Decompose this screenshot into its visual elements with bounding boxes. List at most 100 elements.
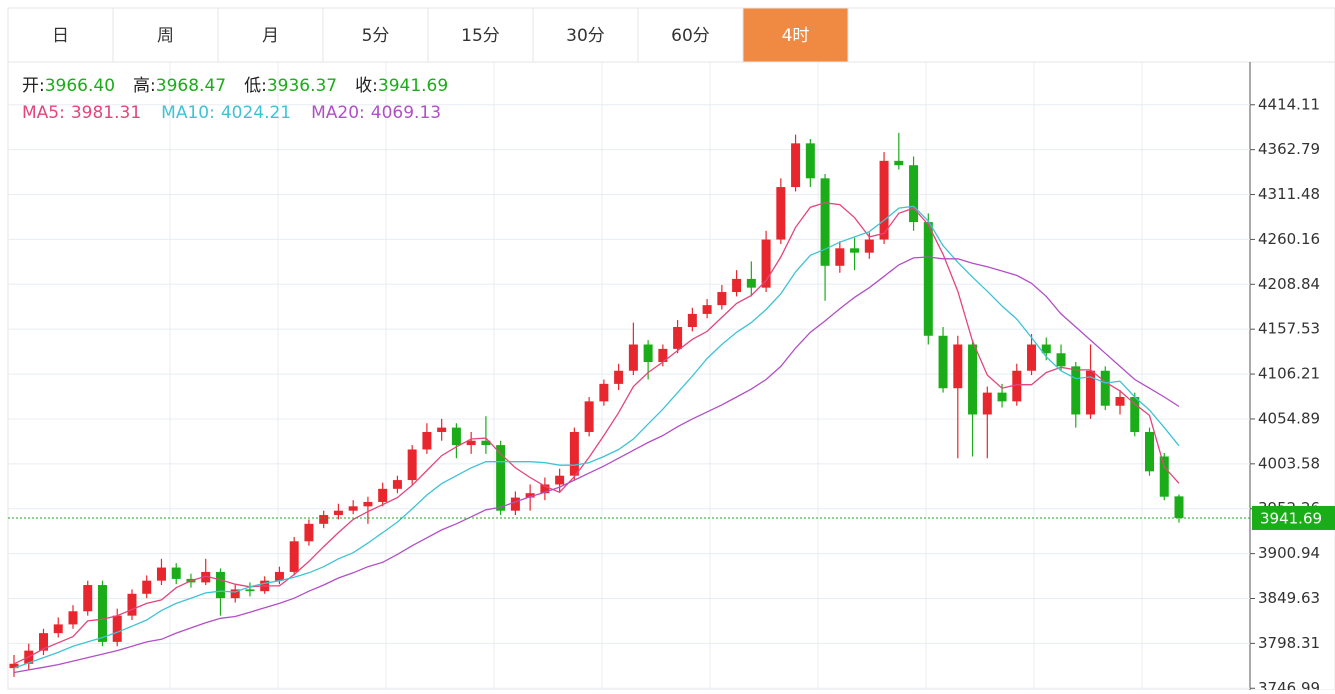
last-price-label: 3941.69	[1260, 509, 1322, 527]
candle-body	[1145, 431, 1155, 472]
candle-body	[68, 611, 78, 625]
candle-body	[112, 615, 122, 642]
candle-body	[540, 484, 550, 494]
candle-body	[1115, 396, 1125, 406]
candle-body	[38, 633, 48, 651]
y-tick-label: 3746.99	[1258, 679, 1320, 690]
candle-body	[525, 493, 535, 498]
legend-name: MA20:	[311, 103, 365, 123]
candle-body	[1174, 496, 1184, 518]
y-tick-label: 4260.16	[1258, 230, 1320, 248]
candle-body	[333, 510, 343, 516]
candle-body	[363, 501, 373, 507]
candle-body	[230, 589, 240, 599]
candle-body	[894, 160, 904, 166]
summary-value: 3941.69	[378, 76, 448, 96]
candle-body	[1100, 370, 1110, 406]
candle-body	[304, 523, 314, 542]
candle-body	[215, 571, 225, 599]
candle-body	[599, 383, 609, 402]
candle-body	[1041, 344, 1051, 354]
y-tick-label: 4311.48	[1258, 185, 1320, 203]
tab-label[interactable]: 月	[262, 26, 279, 46]
candle-body	[968, 344, 978, 415]
candle-body	[982, 392, 992, 415]
candle-body	[1159, 456, 1169, 497]
candle-body	[761, 239, 771, 288]
candle-body	[850, 248, 860, 253]
candle-body	[687, 313, 697, 328]
summary-value: 3966.40	[45, 76, 115, 96]
candle-body	[274, 571, 284, 581]
candle-body	[569, 431, 579, 476]
candle-body	[422, 431, 432, 450]
candle-body	[555, 475, 565, 485]
candle-body	[643, 344, 653, 363]
candle-body	[53, 624, 63, 634]
candle-body	[614, 370, 624, 384]
tab[interactable]	[637, 7, 744, 63]
tab[interactable]	[427, 7, 534, 63]
candle-body	[864, 239, 874, 253]
legend-value: 4069.13	[371, 103, 441, 123]
candle-body	[407, 449, 417, 481]
tab-label[interactable]: 日	[52, 26, 69, 46]
y-tick-label: 4414.11	[1258, 95, 1320, 113]
candle-body	[127, 593, 137, 616]
legend-name: MA5:	[22, 103, 65, 123]
candle-body	[510, 497, 520, 511]
candle-body	[466, 440, 476, 446]
candle-body	[658, 348, 668, 363]
tab[interactable]	[532, 7, 639, 63]
candle-body	[83, 585, 93, 612]
candle-body	[481, 440, 491, 446]
summary-value: 3936.37	[267, 76, 337, 96]
candle-body	[451, 427, 461, 446]
tab-label[interactable]: 5分	[362, 26, 390, 46]
tab-label[interactable]: 周	[157, 26, 174, 46]
y-tick-label: 4362.79	[1258, 140, 1320, 158]
y-tick-label: 4106.21	[1258, 365, 1320, 383]
candle-body	[909, 165, 919, 223]
tab-label[interactable]: 15分	[461, 26, 500, 46]
tab[interactable]	[742, 7, 849, 63]
candle-body	[289, 541, 299, 572]
y-tick-label: 4003.58	[1258, 454, 1320, 472]
candle-body	[201, 571, 211, 583]
summary-value: 3968.47	[156, 76, 226, 96]
candle-body	[142, 580, 152, 594]
tab-label[interactable]: 30分	[566, 26, 605, 46]
candle-body	[97, 585, 107, 642]
y-tick-label: 3849.63	[1258, 589, 1320, 607]
candle-body	[628, 344, 638, 371]
candle-body	[673, 327, 683, 349]
candle-body	[820, 178, 830, 266]
candle-body	[702, 305, 712, 314]
candle-body	[776, 187, 786, 240]
summary-label: 高:	[133, 76, 156, 96]
candle-body	[879, 160, 889, 240]
legend-value: 3981.31	[71, 103, 141, 123]
legend-value: 4024.21	[221, 103, 291, 123]
candle-body	[245, 589, 255, 592]
summary-label: 开:	[22, 76, 45, 96]
candle-body	[348, 506, 358, 511]
y-tick-label: 4208.84	[1258, 275, 1320, 293]
tab[interactable]	[322, 7, 429, 63]
candle-body	[171, 567, 181, 579]
candle-body	[717, 292, 727, 306]
tab-label[interactable]: 4时	[782, 26, 810, 46]
ma-line	[13, 202, 1180, 665]
candle-body	[938, 335, 948, 389]
candle-body	[378, 488, 388, 502]
y-tick-label: 3900.94	[1258, 544, 1320, 562]
tab[interactable]	[7, 7, 114, 63]
candle-body	[437, 427, 447, 432]
candle-body	[953, 344, 963, 389]
tab-label[interactable]: 60分	[671, 26, 710, 46]
candle-body	[923, 222, 933, 336]
y-tick-label: 4054.89	[1258, 409, 1320, 427]
summary-label: 收:	[355, 76, 378, 96]
candle-body	[732, 278, 742, 293]
